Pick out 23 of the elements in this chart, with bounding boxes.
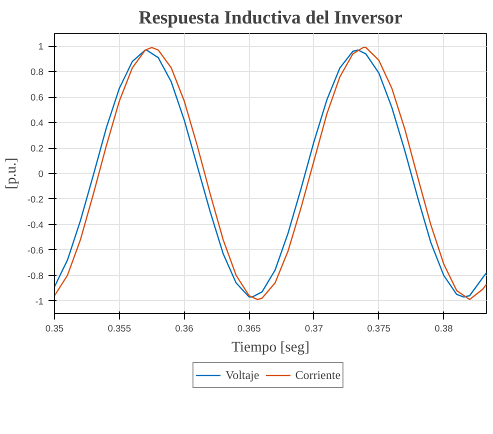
- y-tick-label: 0.6: [30, 92, 44, 103]
- x-tick-label: 0.375: [367, 324, 390, 334]
- y-tick-label: -1: [35, 296, 44, 306]
- y-tick-label: -0.4: [27, 220, 44, 230]
- x-tick-label: 0.36: [175, 324, 194, 334]
- x-axis-title: Tiempo [seg]: [231, 340, 310, 356]
- y-tick-label: 1: [38, 42, 44, 52]
- x-tick-label: 0.37: [304, 324, 324, 334]
- y-tick-label: 0.8: [30, 67, 44, 78]
- y-tick-label: 0: [38, 169, 44, 179]
- x-tick-label: 0.35: [45, 324, 64, 334]
- x-tick-label: 0.355: [108, 324, 132, 334]
- chart-title: Respuesta Inductiva del Inversor: [138, 8, 402, 28]
- legend-label: Corriente: [295, 368, 341, 382]
- legend-label: Voltaje: [225, 368, 260, 382]
- y-axis-title: [p.u.]: [3, 158, 20, 190]
- y-tick-label: 0.4: [30, 118, 44, 128]
- y-tick-label: -0.8: [27, 270, 44, 281]
- y-tick-label: -0.2: [27, 194, 44, 204]
- y-tick-label: 0.2: [30, 144, 44, 154]
- y-tick-label: -0.6: [27, 245, 44, 256]
- x-tick-label: 0.365: [237, 324, 261, 334]
- x-tick-label: 0.38: [434, 324, 453, 334]
